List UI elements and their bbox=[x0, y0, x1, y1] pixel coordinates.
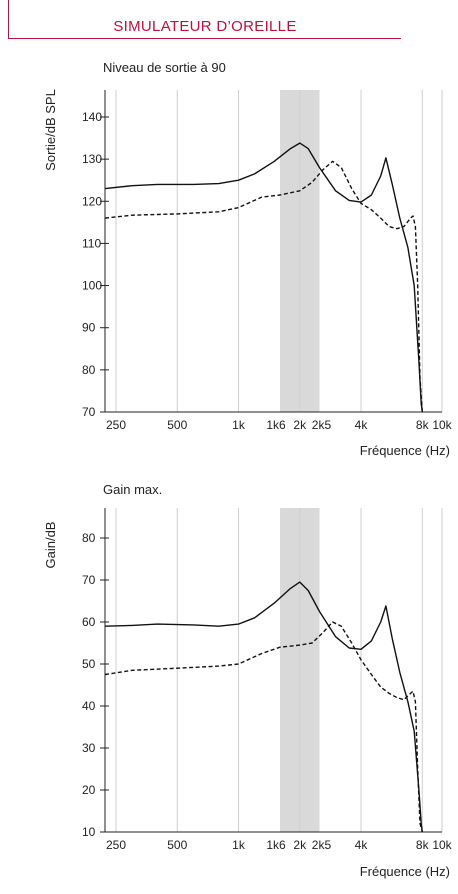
chart1-solid-series-line bbox=[104, 142, 423, 413]
chart1-y-axis-label: Sortie/dB SPL bbox=[43, 89, 58, 171]
chart2-title: Gain max. bbox=[103, 482, 162, 497]
chart2-x-tick-label: 250 bbox=[106, 838, 126, 852]
chart2-x-tick-label: 2k5 bbox=[312, 838, 332, 852]
chart1-x-tick-label: 4k bbox=[355, 418, 369, 432]
chart1-x-tick-label: 1k bbox=[232, 418, 246, 432]
chart2-x-tick-label: 10k bbox=[432, 838, 452, 852]
chart1-x-tick-label: 8k bbox=[416, 418, 430, 432]
chart1-y-tick-label: 140 bbox=[82, 110, 102, 124]
chart1-x-tick-label: 2k bbox=[293, 418, 307, 432]
chart2-y-tick-label: 20 bbox=[82, 783, 96, 797]
chart2-x-tick-label: 1k bbox=[232, 838, 246, 852]
chart1-title: Niveau de sortie à 90 bbox=[103, 60, 226, 75]
chart1-x-tick-label: 500 bbox=[167, 418, 187, 432]
chart2-dashed-series-line bbox=[104, 621, 423, 833]
chart1-y-tick-label: 80 bbox=[82, 363, 96, 377]
chart1-x-tick-label: 2k5 bbox=[312, 418, 332, 432]
chart1-y-tick-label: 120 bbox=[82, 194, 102, 208]
chart2-y-axis-label: Gain/dB bbox=[43, 522, 58, 569]
chart2-x-tick-label: 500 bbox=[167, 838, 187, 852]
chart2-y-tick-label: 60 bbox=[82, 615, 96, 629]
chart1-y-tick-label: 100 bbox=[82, 279, 102, 293]
chart2-solid-series-line bbox=[104, 581, 423, 833]
chart2-y-tick-label: 10 bbox=[82, 825, 96, 839]
chart2-x-tick-label: 4k bbox=[355, 838, 369, 852]
chart1-dashed-series-line bbox=[104, 160, 423, 413]
chart1-x-axis-label: Fréquence (Hz) bbox=[360, 443, 450, 458]
chart2-x-tick-label: 2k bbox=[293, 838, 307, 852]
chart2-x-tick-label: 1k6 bbox=[266, 838, 286, 852]
page-title: SIMULATEUR D’OREILLE bbox=[113, 18, 297, 35]
page-header: SIMULATEUR D’OREILLE bbox=[8, 0, 401, 39]
chart2-y-tick-label: 80 bbox=[82, 531, 96, 545]
chart1-x-tick-label: 250 bbox=[106, 418, 126, 432]
chart2-x-tick-label: 8k bbox=[416, 838, 430, 852]
chart2-y-tick-label: 40 bbox=[82, 699, 96, 713]
chart1-y-tick-label: 70 bbox=[82, 405, 96, 419]
chart1-x-tick-label: 1k6 bbox=[266, 418, 286, 432]
chart1-y-tick-label: 90 bbox=[82, 321, 96, 335]
chart1-x-tick-label: 10k bbox=[432, 418, 452, 432]
chart2-y-tick-label: 50 bbox=[82, 657, 96, 671]
chart1-y-tick-label: 110 bbox=[82, 236, 101, 250]
chart2-y-tick-label: 30 bbox=[82, 741, 96, 755]
chart2-y-tick-label: 70 bbox=[82, 573, 96, 587]
chart2-x-axis-label: Fréquence (Hz) bbox=[360, 864, 450, 879]
chart1-y-tick-label: 130 bbox=[82, 152, 102, 166]
